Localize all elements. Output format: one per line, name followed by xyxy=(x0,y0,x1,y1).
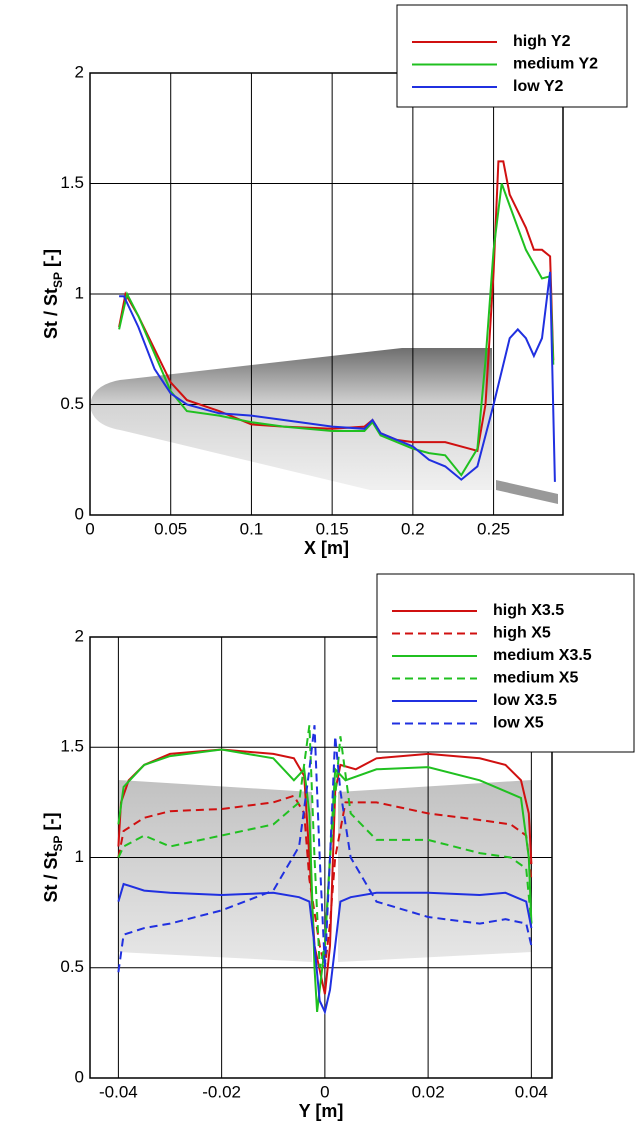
x-tick-label: -0.04 xyxy=(99,1082,138,1101)
data-line xyxy=(119,271,556,482)
y-tick-label: 0 xyxy=(75,504,84,523)
y-axis-title-unit: [-] xyxy=(41,249,61,267)
x-tick-label: 0.04 xyxy=(515,1082,548,1101)
data-line xyxy=(117,748,533,1013)
y-tick-label: 2 xyxy=(75,626,84,645)
legend-label: low X3.5 xyxy=(493,692,557,709)
y-axis-title-sub: SP xyxy=(51,272,65,288)
x-tick-label: 0.2 xyxy=(401,519,425,538)
y-tick-label: 1 xyxy=(75,847,84,866)
y-tick-label: 2 xyxy=(75,62,84,81)
legend-label: medium X5 xyxy=(493,670,578,687)
x-tick-label: 0.25 xyxy=(477,519,510,538)
y-axis-title-main: St / St xyxy=(41,851,61,902)
x-tick-label: 0 xyxy=(85,519,94,538)
x-axis-title: Y [m] xyxy=(299,1101,344,1121)
x-tick-label: 0.05 xyxy=(154,519,187,538)
legend-label: medium X3.5 xyxy=(493,647,592,664)
data-line xyxy=(117,882,533,1015)
data-line xyxy=(118,160,555,453)
plot-frame xyxy=(89,636,553,1079)
y-axis-title: St / StSP [-] xyxy=(41,812,65,902)
data-line xyxy=(117,748,533,995)
legend-label: high X5 xyxy=(493,625,551,642)
x-tick-label: 0.1 xyxy=(240,519,264,538)
y-axis-title-sub: SP xyxy=(51,835,65,851)
y-tick-label: 1.5 xyxy=(60,737,84,756)
legend-label: medium Y2 xyxy=(513,56,598,73)
x-tick-label: -0.02 xyxy=(202,1082,241,1101)
y-tick-label: 1 xyxy=(75,283,84,302)
y-tick-label: 0.5 xyxy=(60,957,84,976)
legend-box xyxy=(396,4,628,108)
data-line xyxy=(117,725,533,969)
y-axis-title-main: St / St xyxy=(41,288,61,339)
legend-label: high X3.5 xyxy=(493,602,564,619)
model-geometry-top xyxy=(90,348,558,504)
legend-box xyxy=(376,573,635,753)
x-tick-label: 0 xyxy=(320,1082,329,1101)
x-axis-title: X [m] xyxy=(304,538,349,558)
y-tick-label: 0.5 xyxy=(60,394,84,413)
y-axis-title: St / StSP [-] xyxy=(41,249,65,339)
legend-label: low Y2 xyxy=(513,78,563,95)
y-axis-title-unit: [-] xyxy=(41,812,61,830)
x-tick-label: 0.02 xyxy=(412,1082,445,1101)
legend-label: low X5 xyxy=(493,715,544,732)
y-tick-label: 0 xyxy=(75,1067,84,1086)
y-tick-label: 1.5 xyxy=(60,173,84,192)
legend-label: high Y2 xyxy=(513,33,571,50)
plot-frame xyxy=(89,72,564,516)
x-tick-label: 0.15 xyxy=(316,519,349,538)
